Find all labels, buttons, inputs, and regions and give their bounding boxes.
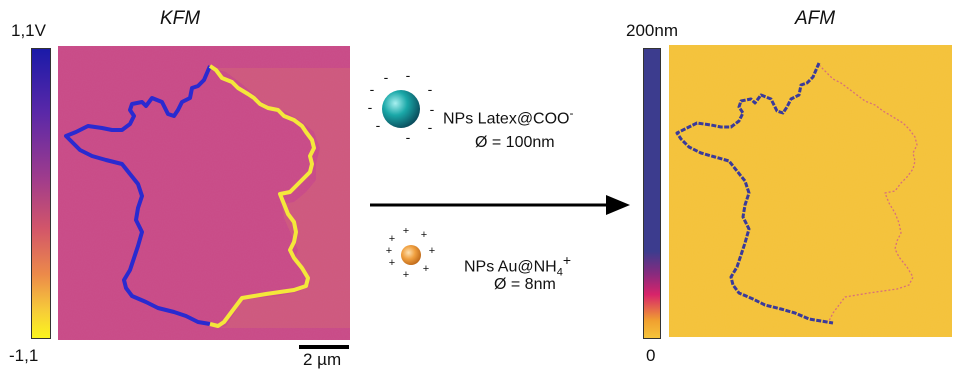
charge-symbol: - <box>376 117 381 133</box>
gold-label: NPs Au@NH4+ <box>464 252 571 279</box>
afm-map <box>669 45 952 337</box>
gold-size: Ø = 8nm <box>494 276 556 293</box>
afm-scale-min: 0 <box>646 346 656 365</box>
latex-nanoparticle-icon: -- ------- <box>368 72 435 145</box>
afm-scale-max: 200nm <box>626 21 678 40</box>
charge-symbol: - <box>406 129 411 145</box>
charge-symbol: + <box>389 233 395 245</box>
afm-left-contour <box>675 62 834 325</box>
charge-symbol: - <box>384 72 389 85</box>
right-arrow-icon <box>370 195 630 215</box>
charge-symbol: - <box>430 101 435 117</box>
kfm-map <box>58 46 350 340</box>
latex-name: NPs Latex@COO <box>443 110 570 128</box>
charge-symbol: - <box>406 72 411 83</box>
charge-symbol: - <box>428 81 433 97</box>
afm-title: AFM <box>795 8 836 29</box>
charge-symbol: + <box>403 269 409 281</box>
scale-bar <box>299 345 349 349</box>
charge-symbol: + <box>421 229 427 241</box>
gold-name: NPs Au@NH <box>464 258 557 276</box>
kfm-scale-min: -1,1 <box>9 346 39 365</box>
charge-symbol: + <box>403 228 409 237</box>
negative-charges: -- ------- <box>368 72 435 145</box>
gold-subscript: 4 <box>556 266 563 279</box>
charge-symbol: - <box>368 99 373 115</box>
kfm-right-contour <box>208 64 316 328</box>
positive-charges: ++ ++++++ <box>386 228 435 281</box>
charge-symbol: + <box>389 257 395 269</box>
scale-bar-label: 2 µm <box>303 350 342 369</box>
latex-charge-superscript: - <box>569 106 574 120</box>
kfm-title: KFM <box>160 8 201 29</box>
kfm-colorbar <box>31 48 51 339</box>
charge-symbol: - <box>370 81 375 97</box>
charge-symbol: + <box>429 245 435 257</box>
gold-nanoparticle-icon: ++ ++++++ <box>386 228 435 281</box>
charge-symbol: + <box>386 245 392 257</box>
charge-symbol: + <box>423 263 429 275</box>
charge-symbol: - <box>428 119 433 135</box>
afm-colorbar <box>643 48 661 339</box>
gold-charge-superscript: + <box>562 252 572 268</box>
kfm-scale-max: 1,1V <box>11 21 46 40</box>
latex-size: Ø = 100nm <box>475 134 555 151</box>
kfm-left-contour <box>64 65 212 326</box>
latex-label: NPs Latex@COO- <box>443 106 574 128</box>
